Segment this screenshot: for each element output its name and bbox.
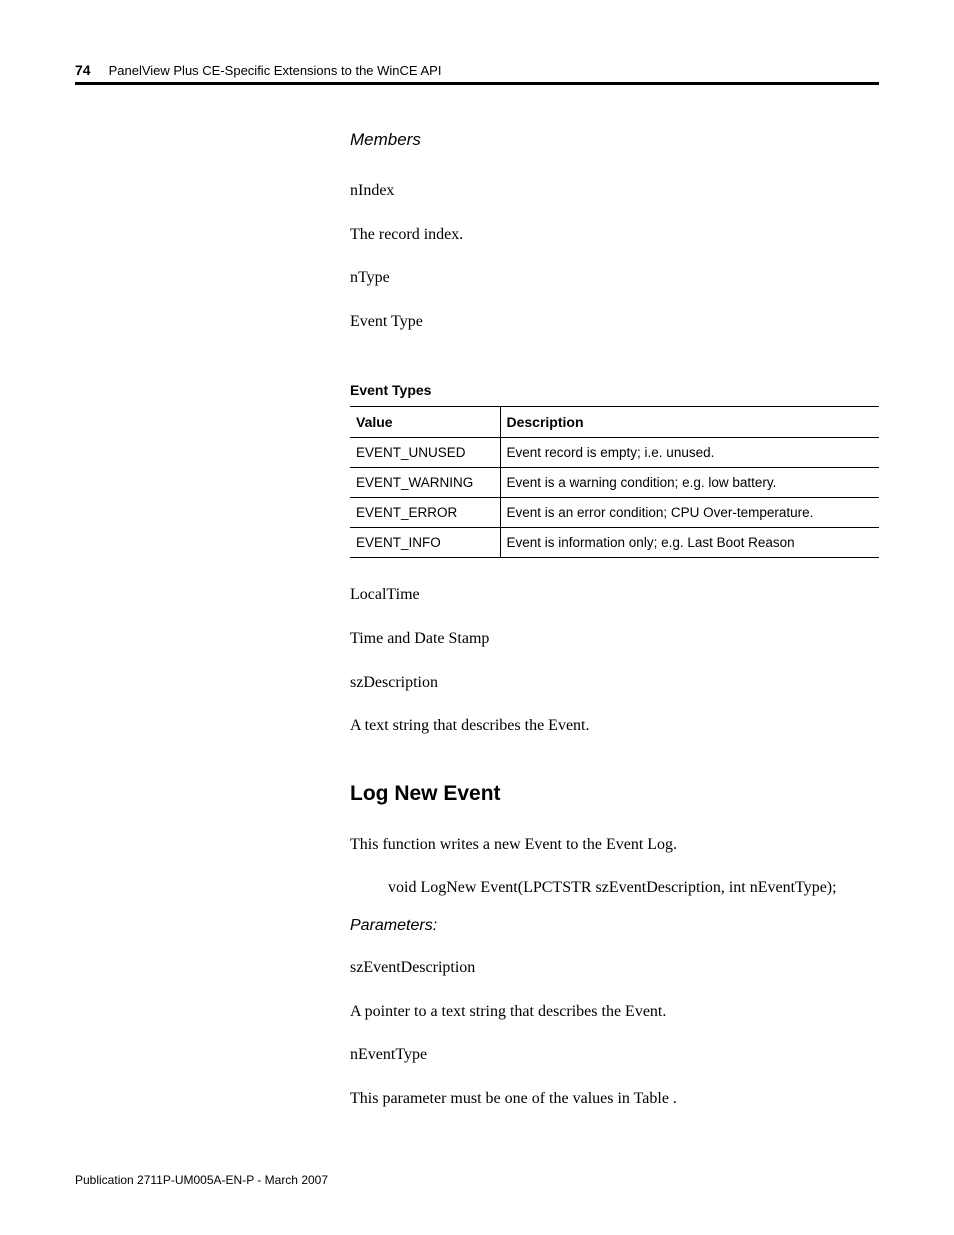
- section-heading: Log New Event: [350, 782, 879, 806]
- header-rule: [75, 82, 879, 85]
- table-cell: EVENT_WARNING: [350, 468, 500, 498]
- param-desc: This parameter must be one of the values…: [350, 1088, 879, 1110]
- table-cell: EVENT_UNUSED: [350, 438, 500, 468]
- table-cell: Event is information only; e.g. Last Boo…: [500, 528, 879, 558]
- main-content: Members nIndex The record index. nType E…: [350, 130, 879, 1131]
- table-title: Event Types: [350, 382, 879, 398]
- table-header-row: Value Description: [350, 407, 879, 438]
- table-cell: EVENT_ERROR: [350, 498, 500, 528]
- member-desc: Time and Date Stamp: [350, 628, 879, 650]
- param-name: szEventDescription: [350, 957, 879, 979]
- table-cell: Event record is empty; i.e. unused.: [500, 438, 879, 468]
- parameters-heading: Parameters:: [350, 917, 879, 935]
- member-name: szDescription: [350, 672, 879, 694]
- table-header: Value: [350, 407, 500, 438]
- member-desc: The record index.: [350, 224, 879, 246]
- header-chapter-title: PanelView Plus CE-Specific Extensions to…: [109, 63, 442, 78]
- member-name: nIndex: [350, 180, 879, 202]
- page-number: 74: [75, 62, 91, 78]
- publication-footer: Publication 2711P-UM005A-EN-P - March 20…: [75, 1173, 328, 1187]
- member-desc: A text string that describes the Event.: [350, 715, 879, 737]
- function-signature: void LogNew Event(LPCTSTR szEventDescrip…: [388, 877, 879, 899]
- table-header: Description: [500, 407, 879, 438]
- table-row: EVENT_INFO Event is information only; e.…: [350, 528, 879, 558]
- section-intro: This function writes a new Event to the …: [350, 834, 879, 856]
- members-heading: Members: [350, 130, 879, 150]
- member-desc: Event Type: [350, 311, 879, 333]
- member-name: LocalTime: [350, 584, 879, 606]
- member-name: nType: [350, 267, 879, 289]
- table-cell: Event is a warning condition; e.g. low b…: [500, 468, 879, 498]
- table-row: EVENT_UNUSED Event record is empty; i.e.…: [350, 438, 879, 468]
- table-row: EVENT_ERROR Event is an error condition;…: [350, 498, 879, 528]
- page-header: 74 PanelView Plus CE-Specific Extensions…: [75, 62, 879, 78]
- param-name: nEventType: [350, 1044, 879, 1066]
- param-desc: A pointer to a text string that describe…: [350, 1001, 879, 1023]
- table-cell: Event is an error condition; CPU Over-te…: [500, 498, 879, 528]
- event-types-table: Value Description EVENT_UNUSED Event rec…: [350, 406, 879, 558]
- table-cell: EVENT_INFO: [350, 528, 500, 558]
- table-row: EVENT_WARNING Event is a warning conditi…: [350, 468, 879, 498]
